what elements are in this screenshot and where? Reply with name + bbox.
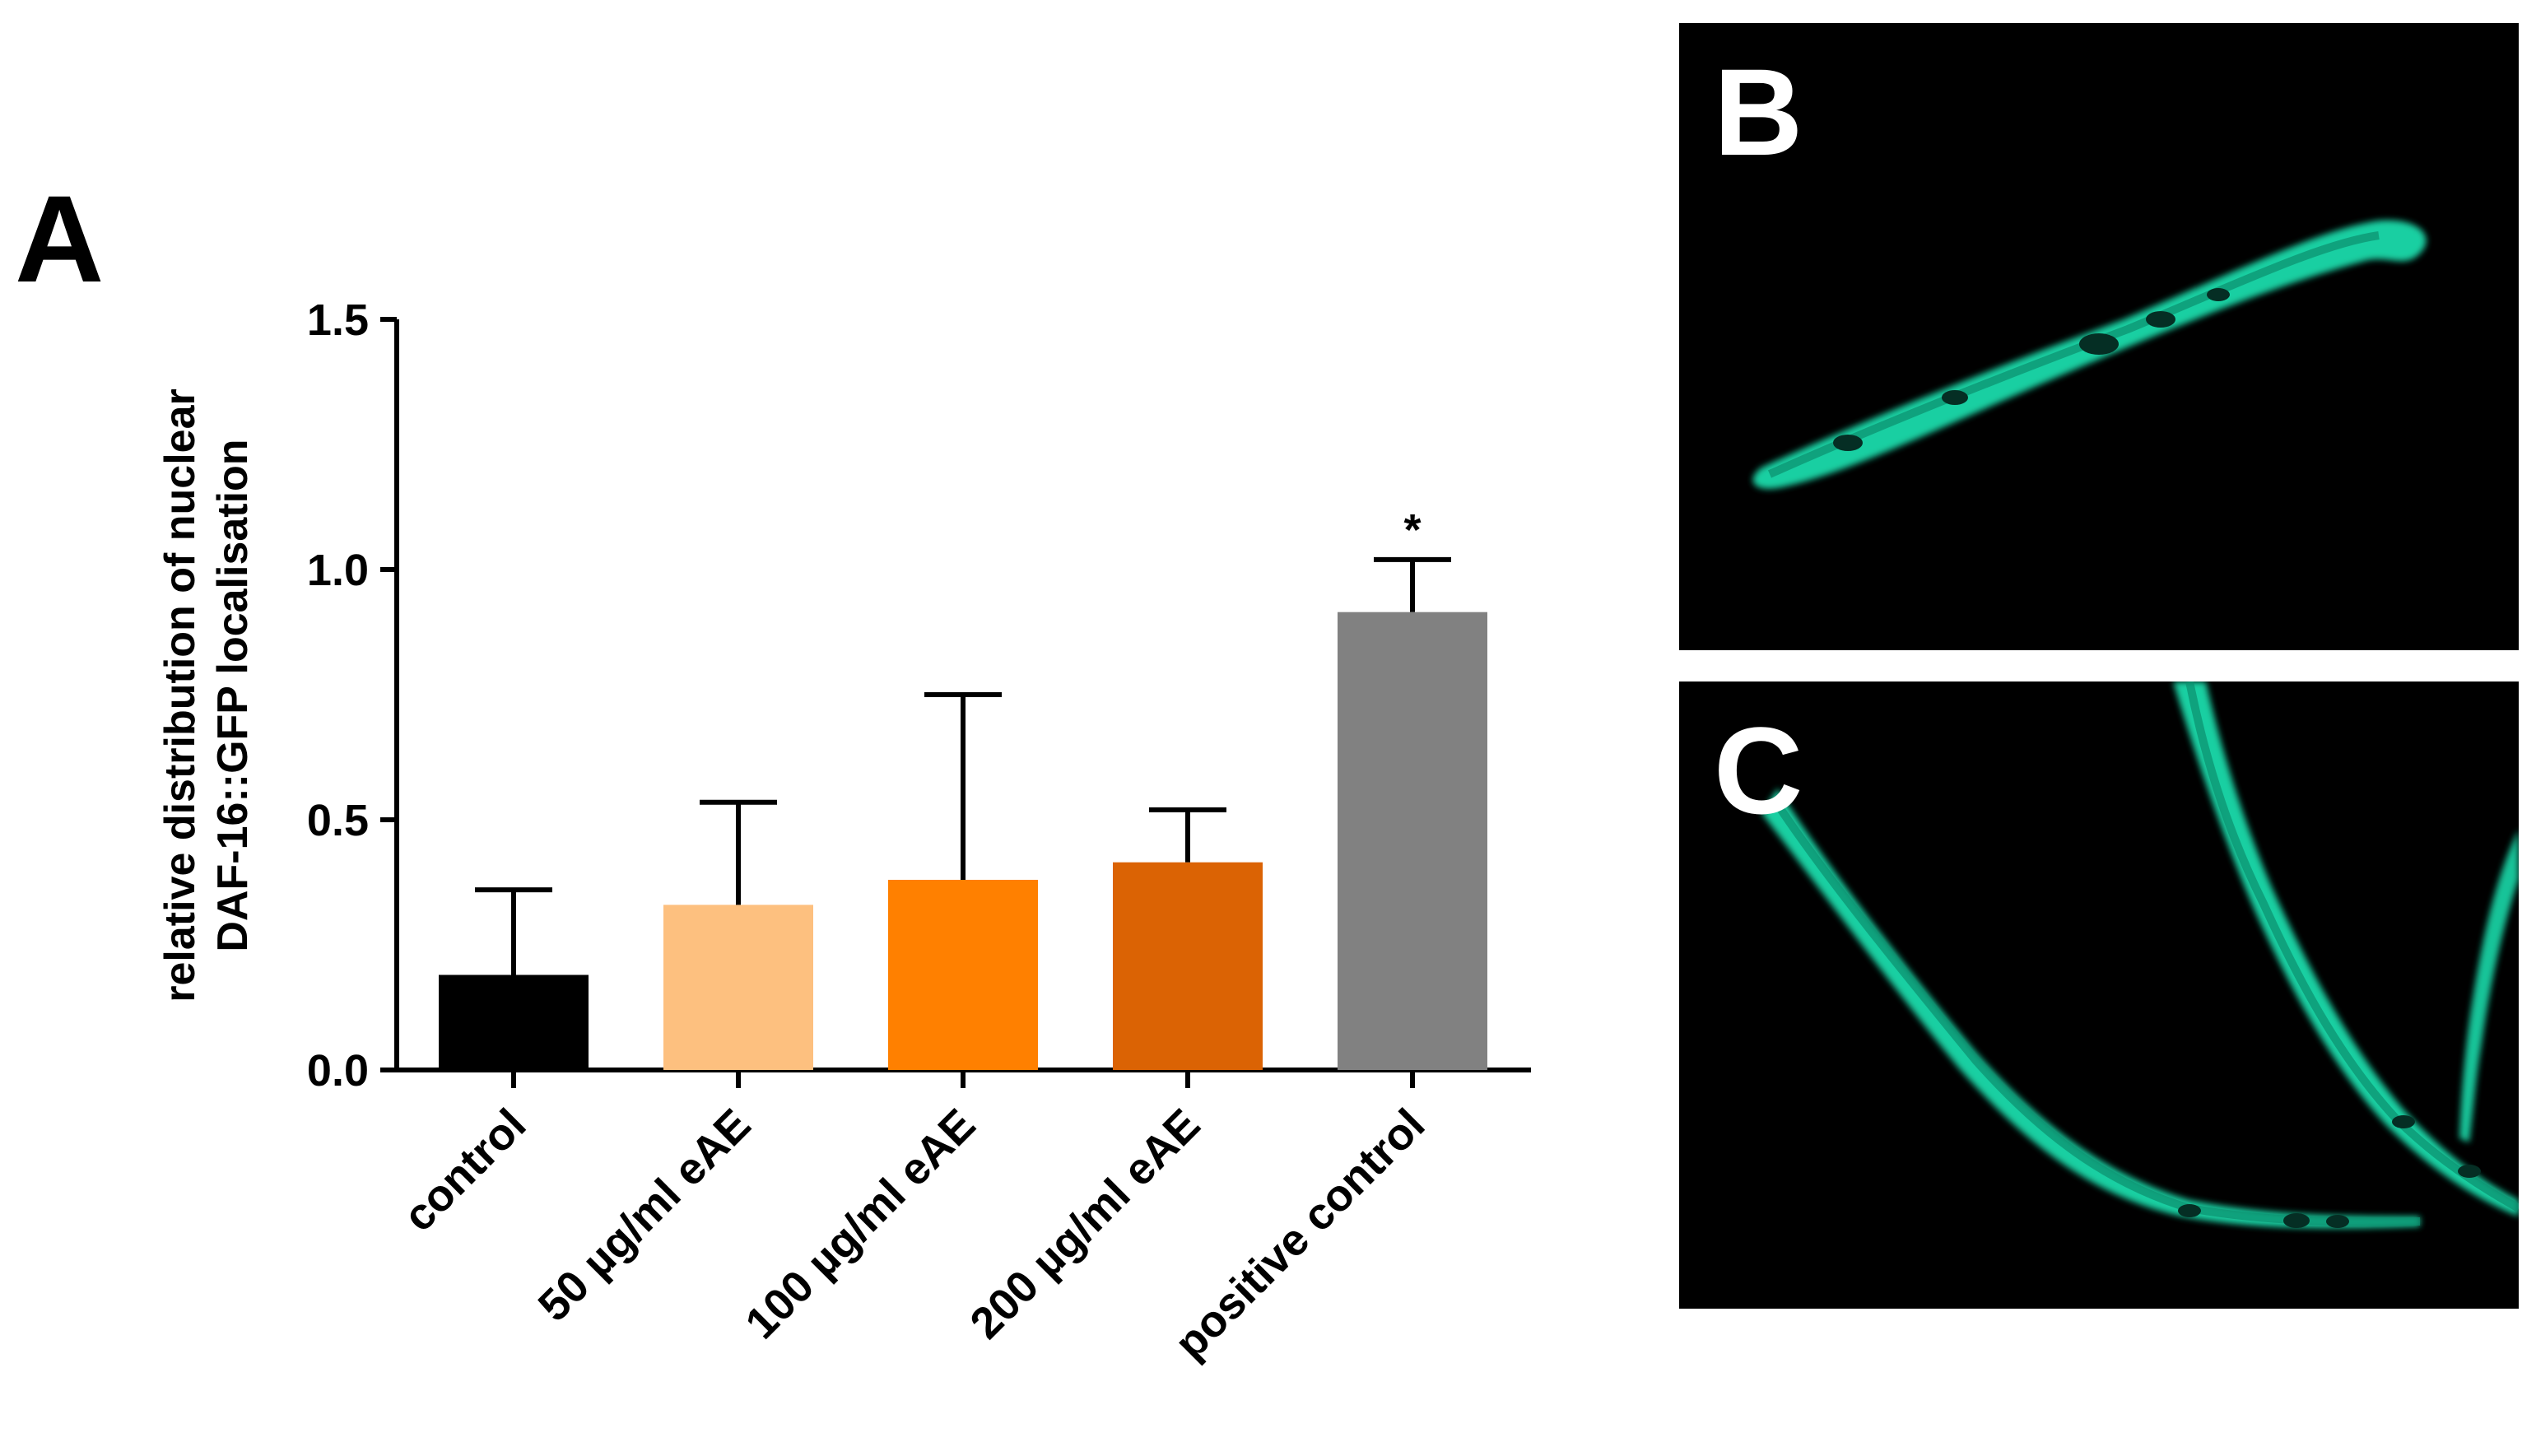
bar — [439, 975, 589, 1070]
significance-marker: * — [1403, 505, 1421, 555]
worm-c-left — [1761, 788, 2421, 1229]
panel-label-a: A — [15, 170, 105, 308]
bar — [663, 905, 813, 1070]
micrograph-panel-b: B — [1679, 23, 2519, 650]
worm-c-middle — [2173, 681, 2519, 1216]
x-tick-label: 50 µg/ml eAE — [529, 1100, 761, 1331]
y-tick-label: 1.5 — [307, 295, 369, 345]
y-axis: 0.0 0.5 1.0 1.5 — [307, 295, 399, 1095]
x-tick-label: control — [394, 1100, 536, 1241]
bars — [439, 612, 1487, 1070]
worm-image-b: B — [1714, 43, 2427, 489]
bar — [1113, 862, 1263, 1070]
bar — [888, 879, 1038, 1070]
y-axis-title: relative distribution of nuclear DAF-16:… — [156, 388, 257, 1002]
y-tick-label: 0.0 — [307, 1046, 369, 1095]
panel-label-b: B — [1714, 43, 1803, 181]
bar — [1338, 612, 1487, 1070]
x-tick-label: positive control — [1166, 1100, 1435, 1369]
y-axis-title-line-1: relative distribution of nuclear — [156, 388, 204, 1002]
x-tick-label: 100 µg/ml eAE — [736, 1100, 984, 1348]
x-tick-label: 200 µg/ml eAE — [961, 1100, 1209, 1348]
panel-label-c: C — [1714, 701, 1803, 840]
worm-image-c: C — [1714, 681, 2519, 1229]
worm-b — [1752, 220, 2427, 489]
micrograph-panel-c: C — [1679, 681, 2519, 1309]
worm-c-right — [2459, 830, 2519, 1142]
y-axis-title-line-2: DAF-16::GFP localisation — [209, 439, 257, 951]
error-bars: * — [475, 505, 1451, 975]
y-tick-label: 1.0 — [307, 546, 369, 595]
y-tick-label: 0.5 — [307, 796, 369, 845]
